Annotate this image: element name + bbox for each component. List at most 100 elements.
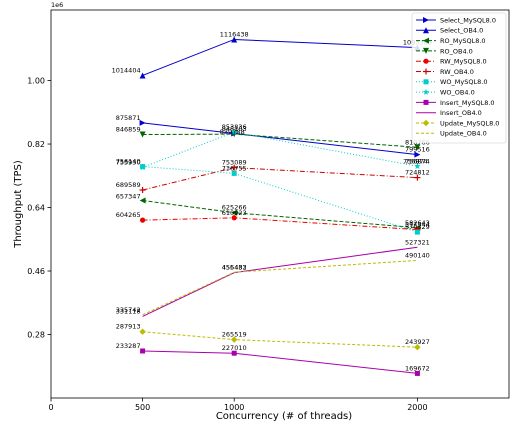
x-tick-label: 2000 <box>407 403 427 412</box>
data-point-wo-ob4-0 <box>414 162 421 170</box>
data-point-insert-mysql8-0 <box>414 370 420 376</box>
data-labels: 8758717995161014404111643810933866252665… <box>112 30 432 372</box>
data-point-ro-ob4-0 <box>414 144 421 151</box>
data-label: 753089 <box>222 159 247 167</box>
data-label: 799516 <box>405 146 430 154</box>
data-label: 724812 <box>405 169 430 177</box>
data-label: 853836 <box>222 123 247 131</box>
data-label: 753930 <box>116 158 141 166</box>
legend-marker-ro-mysql8-0 <box>423 37 429 44</box>
legend-marker-wo-ob4-0 <box>422 88 430 95</box>
series-line-wo-mysql8-0 <box>142 166 418 233</box>
legend-label-ro-ob4-0: RO_OB4.0 <box>440 47 473 55</box>
series-line-update-ob4-0 <box>142 259 418 316</box>
legend-label-update-mysql8-0: Update_MySQL8.0 <box>440 119 499 127</box>
legend-label-select-ob4-0: Select_OB4.0 <box>440 27 483 35</box>
data-label: 577344 <box>405 221 430 229</box>
data-label: 169672 <box>405 364 430 372</box>
data-label: 233287 <box>116 342 141 350</box>
legend: Select_MySQL8.0 Select_OB4.0 RO_MySQL8.0 RO… <box>411 12 507 144</box>
data-label: 455433 <box>222 264 247 272</box>
legend-label-insert-mysql8-0: Insert_MySQL8.0 <box>440 99 495 107</box>
data-point-ro-ob4-0 <box>231 131 238 138</box>
data-label: 875871 <box>116 114 141 122</box>
data-label: 846859 <box>116 126 141 134</box>
data-label: 756874 <box>403 157 428 165</box>
x-axis: 0 500 1000 2000 <box>48 398 428 412</box>
data-point-ro-mysql8-0 <box>139 197 146 204</box>
data-label: 265519 <box>222 331 247 339</box>
legend-marker-rw-ob4-0 <box>423 68 429 75</box>
x-tick-label: 0 <box>48 403 53 412</box>
y-offset-text: 1e6 <box>51 1 63 9</box>
data-label: 582643 <box>405 219 430 227</box>
data-point-select-ob4-0 <box>139 72 146 79</box>
x-tick-label: 1000 <box>224 403 244 412</box>
legend-label-rw-ob4-0: RW_OB4.0 <box>440 68 474 76</box>
legend-marker-rw-mysql8-0 <box>423 58 429 64</box>
data-label: 227010 <box>222 344 247 352</box>
data-point-ro-mysql8-0 <box>231 209 238 216</box>
data-label: 1116438 <box>220 30 249 38</box>
data-label: 610923 <box>222 209 247 217</box>
legend-label-insert-ob4-0: Insert_OB4.0 <box>440 109 482 117</box>
series-line-wo-ob4-0 <box>142 131 418 168</box>
data-point-rw-ob4-0 <box>414 174 421 181</box>
data-label: 689589 <box>116 181 141 189</box>
data-point-wo-ob4-0 <box>230 128 238 135</box>
data-label: 604265 <box>116 211 141 219</box>
data-point-rw-ob4-0 <box>231 164 238 171</box>
data-label: 331118 <box>116 307 141 315</box>
data-label: 287913 <box>116 323 141 331</box>
data-point-select-mysql8-0 <box>414 151 421 158</box>
legend-label-ro-mysql8-0: RO_MySQL8.0 <box>440 37 486 45</box>
data-point-wo-ob4-0 <box>139 163 146 171</box>
x-tick-label: 500 <box>135 403 150 412</box>
data-point-update-mysql8-0 <box>231 336 238 343</box>
data-point-update-mysql8-0 <box>414 344 421 351</box>
series-markers <box>139 36 421 376</box>
data-label: 1014404 <box>112 66 141 74</box>
y-tick-label: 0.28 <box>27 331 45 340</box>
data-point-update-mysql8-0 <box>139 328 146 335</box>
y-tick-label: 0.46 <box>27 267 45 276</box>
legend-label-wo-mysql8-0: WO_MySQL8.0 <box>440 78 487 86</box>
y-tick-label: 1.00 <box>27 77 45 86</box>
y-axis-title: Throughput (TPS) <box>13 160 24 249</box>
data-point-rw-ob4-0 <box>139 187 146 194</box>
data-label: 456482 <box>222 263 247 271</box>
data-point-select-mysql8-0 <box>139 119 146 126</box>
data-label: 756140 <box>116 158 141 166</box>
data-label: 625266 <box>222 204 247 212</box>
legend-frame <box>411 12 507 144</box>
data-point-select-ob4-0 <box>231 36 238 43</box>
legend-label-select-mysql8-0: Select_MySQL8.0 <box>440 16 496 24</box>
legend-marker-insert-mysql8-0 <box>423 99 429 105</box>
data-label: 756874 <box>405 157 430 165</box>
legend-marker-select-mysql8-0 <box>423 17 429 23</box>
data-point-rw-mysql8-0 <box>231 215 237 221</box>
data-point-ro-ob4-0 <box>139 131 146 138</box>
data-point-wo-mysql8-0 <box>414 229 420 235</box>
data-label: 527321 <box>405 238 430 246</box>
legend-label-update-ob4-0: Update_OB4.0 <box>440 130 487 138</box>
legend-label-wo-ob4-0: WO_OB4.0 <box>440 89 475 97</box>
data-label: 736755 <box>222 164 247 172</box>
x-axis-title: Concurrency (# of threads) <box>216 411 352 422</box>
legend-marker-update-mysql8-0 <box>422 119 430 127</box>
data-label: 848103 <box>222 125 247 133</box>
data-point-insert-mysql8-0 <box>231 350 237 356</box>
data-label: 243927 <box>405 338 430 346</box>
data-label: 335742 <box>116 306 141 314</box>
data-label: 570329 <box>405 223 430 231</box>
legend-marker-wo-mysql8-0 <box>423 79 429 85</box>
y-tick-label: 0.64 <box>27 204 45 213</box>
y-axis: 0.28 0.46 0.64 0.82 1.00 <box>27 77 51 340</box>
data-point-rw-mysql8-0 <box>140 217 146 223</box>
data-label: 490140 <box>405 251 430 259</box>
legend-label-rw-mysql8-0: RW_MySQL8.0 <box>440 58 487 66</box>
data-label: 657347 <box>116 192 141 200</box>
legend-marker-select-ob4-0 <box>423 27 429 34</box>
legend-marker-ro-ob4-0 <box>423 47 429 54</box>
